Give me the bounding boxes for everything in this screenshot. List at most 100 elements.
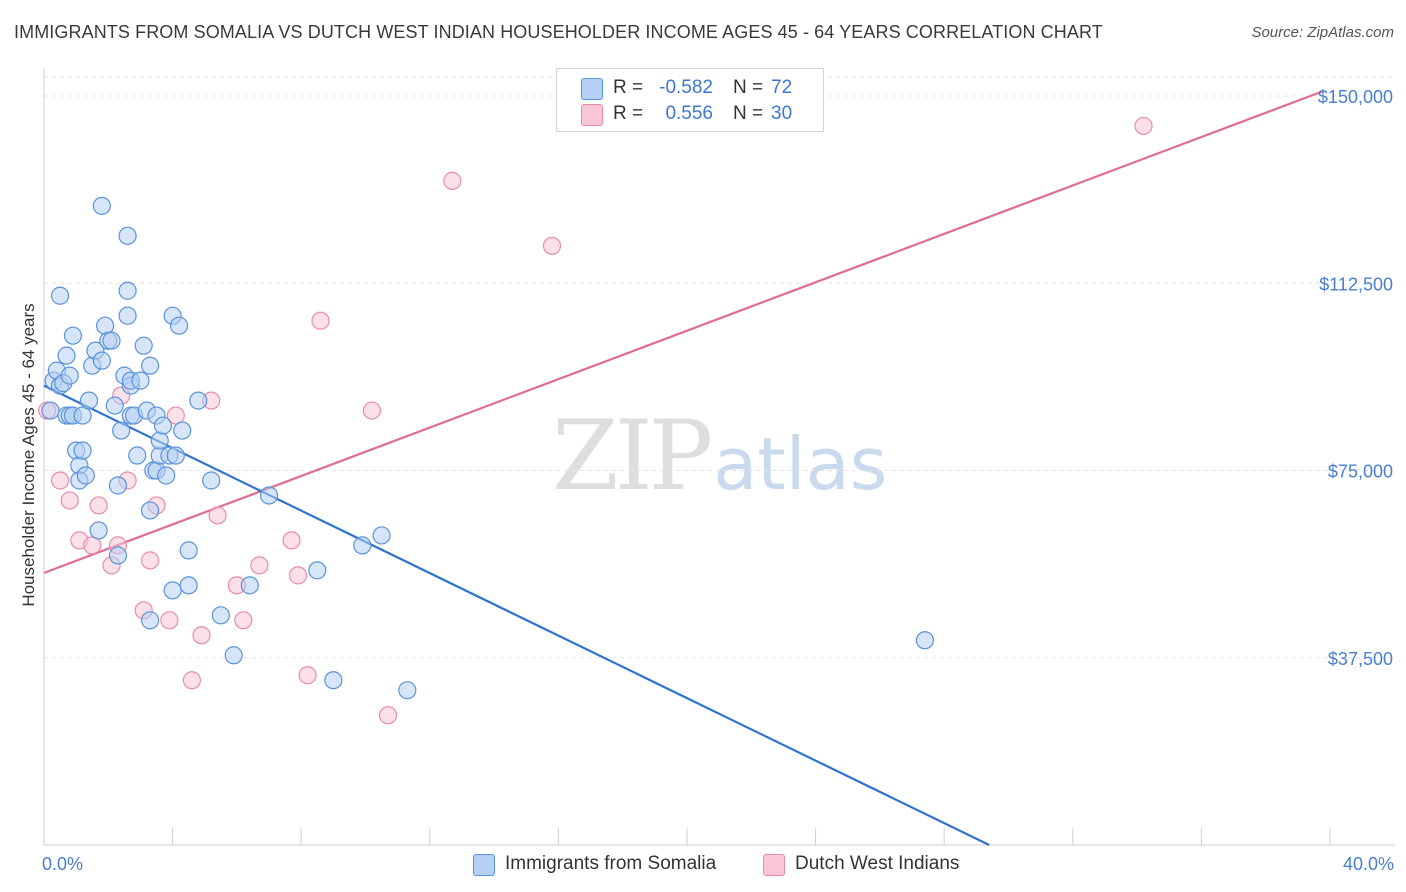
dutch-point <box>1134 116 1153 136</box>
somalia-point <box>915 631 935 650</box>
somalia-point <box>108 476 128 495</box>
dutch-point <box>282 531 301 550</box>
somalia-legend-label: Immigrants from Somalia <box>505 853 717 874</box>
somalia-point <box>140 611 160 630</box>
somalia-point <box>50 286 70 305</box>
somalia-point <box>108 546 128 565</box>
watermark: ZIPatlas <box>552 400 887 512</box>
somalia-point <box>105 396 124 415</box>
dutch-point <box>250 556 269 575</box>
legend-dutch: Dutch West Indians <box>763 852 1003 878</box>
dutch-legend-label: Dutch West Indians <box>795 853 960 874</box>
gridlines <box>44 76 1395 659</box>
dutch-point <box>140 551 160 570</box>
somalia-point <box>211 606 230 625</box>
somalia-point <box>92 351 111 370</box>
dutch-n-value: 30 <box>771 103 793 124</box>
somalia-point <box>60 366 79 385</box>
dutch-point <box>160 611 179 630</box>
dutch-point <box>234 611 253 630</box>
somalia-point <box>224 646 243 665</box>
watermark-atlas: atlas <box>713 422 888 506</box>
somalia-point <box>73 441 92 460</box>
chart-title: IMMIGRANTS FROM SOMALIA VS DUTCH WEST IN… <box>14 22 1103 42</box>
dutch-point <box>298 666 317 685</box>
dutch-point <box>166 406 185 425</box>
watermark-zip: ZIP <box>552 400 713 512</box>
dutch-point <box>50 471 70 490</box>
dutch-trend-line <box>43 89 1324 574</box>
y-tick-label: $75,000 <box>1328 462 1393 482</box>
somalia-point <box>89 521 108 540</box>
somalia-point <box>163 581 182 600</box>
somalia-point <box>140 501 160 520</box>
somalia-point <box>73 406 92 425</box>
somalia-point <box>153 416 173 435</box>
somalia-r-value: -0.582 <box>659 77 713 98</box>
somalia-point <box>63 326 83 345</box>
dutch-point <box>378 706 398 725</box>
dutch-point <box>60 491 79 510</box>
dutch-point <box>208 506 227 525</box>
somalia-point <box>398 681 417 700</box>
somalia-point <box>140 356 160 375</box>
somalia-point <box>134 336 153 355</box>
dutch-legend-swatch <box>763 854 785 876</box>
somalia-r-label: R = <box>613 77 644 98</box>
somalia-n-value: 72 <box>771 77 793 98</box>
correlation-legend: R = -0.582 N = 72 R = 0.556 N = 30 <box>556 68 824 132</box>
somalia-point <box>131 371 150 390</box>
dutch-point <box>182 671 201 690</box>
somalia-point <box>157 466 176 485</box>
dutch-point <box>362 401 382 420</box>
somalia-point <box>372 526 391 545</box>
somalia-point <box>166 446 185 465</box>
somalia-point <box>118 281 137 300</box>
dutch-point <box>192 626 211 645</box>
dutch-swatch <box>581 104 603 126</box>
y-tick-label: $112,500 <box>1319 274 1393 294</box>
somalia-point <box>128 446 147 465</box>
dutch-r-value: 0.556 <box>665 103 713 124</box>
dutch-point <box>89 496 108 515</box>
somalia-point <box>179 576 198 595</box>
trend-lines <box>43 89 1324 846</box>
dutch-r-label: R = <box>613 103 644 124</box>
dutch-point <box>83 536 102 555</box>
tick-labels: $37,500 $75,000 $112,500 $150,000 0.0% 40.0% <box>42 87 1394 874</box>
somalia-point <box>112 421 131 440</box>
somalia-point <box>102 331 121 350</box>
x-tick-label-min: 0.0% <box>42 854 83 874</box>
somalia-point <box>41 401 60 420</box>
somalia-point <box>150 431 169 450</box>
somalia-point <box>57 346 76 365</box>
axes <box>43 68 1395 846</box>
somalia-point <box>79 391 99 410</box>
somalia-point <box>189 391 208 410</box>
somalia-point <box>240 576 259 595</box>
somalia-point <box>118 226 137 245</box>
y-axis-label: Householder Income Ages 45 - 64 years <box>19 303 38 606</box>
somalia-swatch <box>581 78 603 100</box>
somalia-legend-swatch <box>473 854 495 876</box>
somalia-point <box>353 536 372 555</box>
y-tick-label: $150,000 <box>1318 87 1393 107</box>
somalia-point <box>173 421 192 440</box>
somalia-point <box>324 671 343 690</box>
dutch-point <box>288 566 308 585</box>
somalia-point <box>76 466 95 485</box>
x-tick-label-max: 40.0% <box>1343 854 1394 874</box>
somalia-n-label: N = <box>733 77 764 98</box>
somalia-point <box>202 471 221 490</box>
source-label: Source: ZipAtlas.com <box>1251 24 1394 41</box>
somalia-point <box>308 561 327 580</box>
y-tick-label: $37,500 <box>1328 649 1393 669</box>
dutch-n-label: N = <box>733 103 764 124</box>
somalia-trend-line <box>43 384 990 846</box>
legend-somalia: Immigrants from Somalia <box>473 852 753 878</box>
dutch-point <box>542 236 562 255</box>
somalia-point <box>92 196 111 215</box>
data-points <box>38 116 1153 725</box>
somalia-point <box>118 306 137 325</box>
